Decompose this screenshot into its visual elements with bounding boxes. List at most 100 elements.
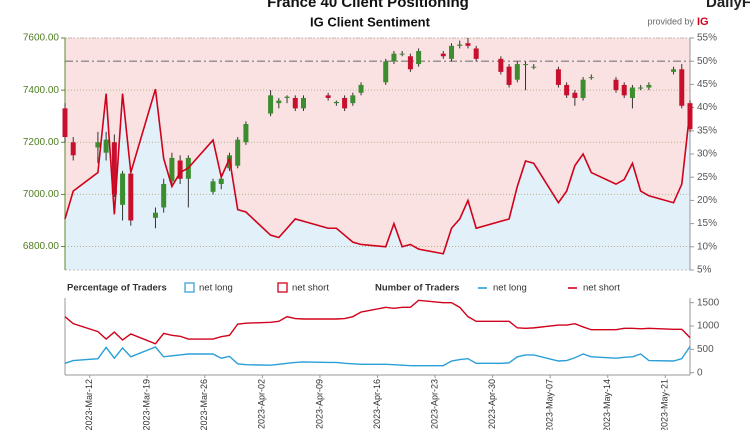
y2-tick-label: 55%: [697, 33, 717, 44]
candle-body: [407, 56, 413, 70]
y-tick-label: 7000.00: [23, 189, 60, 200]
y2-tick-label: 25%: [697, 172, 717, 183]
candle-body: [276, 100, 282, 104]
candle-body: [473, 48, 479, 59]
candle-body: [391, 53, 397, 62]
candle-body: [169, 157, 175, 182]
candle-body: [111, 142, 117, 195]
candle-body: [70, 142, 76, 156]
long-area: [65, 89, 690, 270]
candle-body: [358, 84, 364, 93]
legend-swatch: [184, 282, 195, 293]
x-tick-label: 2023-Apr-02: [257, 379, 267, 429]
x-tick-label: 2023-Mar-19: [142, 379, 152, 430]
y2-tick-label: 20%: [697, 195, 717, 206]
candle-body: [383, 61, 389, 83]
legend-swatch: [277, 282, 288, 293]
chart-subtitle: IG Client Sentiment: [310, 14, 431, 29]
candle-body: [679, 69, 685, 106]
candle-body: [333, 101, 339, 104]
candle-body: [120, 173, 126, 205]
candle-body: [103, 139, 109, 153]
legend-title: Number of Traders: [375, 283, 459, 294]
candle-body: [572, 92, 578, 98]
candle-body: [440, 53, 446, 57]
candle-body: [292, 97, 298, 109]
y-tick-label: 1000: [697, 321, 720, 332]
candle-body: [177, 160, 183, 179]
candle-body: [210, 181, 216, 192]
y2-tick-label: 35%: [697, 125, 717, 136]
series-line: [64, 299, 691, 345]
candle-body: [161, 183, 167, 208]
x-tick-label: 2023-May-14: [602, 379, 612, 430]
candle-body: [350, 95, 356, 104]
x-tick-label: 2023-Apr-16: [372, 379, 382, 429]
x-tick-label: 2023-Apr-09: [314, 379, 324, 429]
candle-body: [564, 84, 570, 96]
net-short-line: [64, 88, 691, 255]
y-tick-label: 7600.00: [23, 33, 60, 44]
candle-body: [128, 173, 134, 221]
candle-body: [325, 95, 331, 98]
candle-body: [555, 69, 561, 85]
legend-label: net short: [583, 283, 620, 294]
candle-body: [243, 124, 249, 143]
candle-body: [268, 95, 274, 114]
candle-body: [514, 64, 520, 80]
candle-body: [284, 96, 290, 98]
candle-body: [671, 69, 677, 72]
y-tick-label: 0: [697, 367, 703, 378]
y2-tick-label: 50%: [697, 56, 717, 67]
candle-body: [523, 64, 529, 66]
x-tick-label: 2023-Apr-30: [487, 379, 497, 429]
x-tick-label: 2023-May-07: [545, 379, 555, 430]
y2-tick-label: 45%: [697, 79, 717, 90]
y-tick-label: 7400.00: [23, 85, 60, 96]
candle-body: [638, 87, 644, 89]
candle-body: [629, 87, 635, 98]
candle-body: [218, 178, 224, 184]
y-tick-label: 6800.00: [23, 241, 60, 252]
candle-body: [449, 45, 455, 59]
candle-body: [531, 66, 537, 68]
candle-body: [646, 84, 652, 88]
series-line: [64, 346, 691, 367]
legend-title: Percentage of Traders: [67, 283, 167, 294]
candle-body: [580, 79, 586, 98]
candle-body: [235, 139, 241, 166]
logo-brand: DailyFX: [706, 0, 750, 11]
legend-label: net long: [199, 283, 233, 294]
y2-tick-label: 15%: [697, 218, 717, 229]
candle-body: [342, 97, 348, 109]
candle-body: [95, 142, 101, 148]
candle-body: [498, 58, 504, 72]
logo-ig: IG: [697, 16, 709, 28]
chart-title: France 40 Client Positioning: [267, 0, 469, 11]
x-tick-label: 2023-Apr-23: [429, 379, 439, 429]
y-tick-label: 7200.00: [23, 137, 60, 148]
x-tick-label: 2023-Mar-26: [199, 379, 209, 430]
candle-body: [300, 97, 306, 109]
candle-body: [506, 66, 512, 85]
x-tick-label: 2023-Mar-12: [84, 379, 94, 430]
y2-tick-label: 30%: [697, 149, 717, 160]
candle-body: [416, 51, 422, 65]
candle-body: [399, 53, 405, 55]
y2-tick-label: 5%: [697, 265, 712, 276]
y-tick-label: 1500: [697, 297, 720, 308]
legend-label: net short: [292, 283, 329, 294]
x-tick-label: 2023-May-21: [660, 379, 670, 430]
y-tick-label: 500: [697, 344, 714, 355]
candle-body: [62, 108, 68, 138]
legend-label: net long: [493, 283, 527, 294]
candle-body: [152, 212, 158, 218]
candle-body: [613, 79, 619, 91]
candle-body: [465, 43, 471, 46]
y2-tick-label: 10%: [697, 241, 717, 252]
candle-body: [457, 44, 463, 46]
logo-provided: provided by: [647, 16, 694, 26]
y2-tick-label: 40%: [697, 102, 717, 113]
